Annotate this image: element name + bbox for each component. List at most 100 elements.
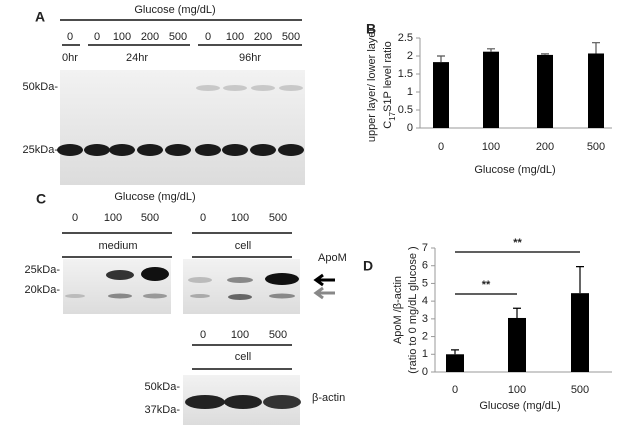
annotation: ** bbox=[513, 237, 522, 249]
band bbox=[84, 144, 110, 156]
bar bbox=[571, 293, 589, 372]
blot-image bbox=[183, 259, 300, 314]
arrow bbox=[313, 286, 335, 300]
lane-label: 100 bbox=[226, 31, 244, 43]
band bbox=[57, 144, 83, 156]
x-tick-label: 500 bbox=[587, 141, 605, 153]
band bbox=[251, 85, 275, 91]
bar bbox=[433, 62, 449, 129]
error-bar bbox=[541, 53, 549, 55]
marker-label: 50kDa- bbox=[145, 381, 181, 393]
blot-bands bbox=[65, 267, 299, 300]
bar bbox=[588, 53, 604, 129]
y-tick-label: 2 bbox=[422, 330, 428, 342]
y-tick-label: 3 bbox=[422, 313, 428, 325]
group-label: cell bbox=[235, 351, 252, 363]
band bbox=[109, 144, 135, 156]
lane-label: 500 bbox=[169, 31, 187, 43]
y-axis-label: ApoM /β-actin bbox=[392, 276, 404, 344]
blot-bands bbox=[57, 85, 304, 156]
y-tick-label: 1 bbox=[422, 348, 428, 360]
panel-label: A bbox=[35, 9, 45, 25]
band bbox=[222, 144, 248, 156]
label-part: C bbox=[382, 121, 394, 129]
error-bar bbox=[437, 55, 445, 63]
lane-label: 500 bbox=[269, 212, 287, 224]
time-label: 96hr bbox=[239, 52, 261, 64]
lane-label: 0 bbox=[94, 31, 100, 43]
target-label: ApoM bbox=[318, 252, 347, 264]
x-axis-label: Glucose (mg/dL) bbox=[474, 164, 555, 176]
band bbox=[278, 144, 304, 156]
lane-label: 200 bbox=[141, 31, 159, 43]
x-tick-label: 100 bbox=[482, 141, 500, 153]
bar bbox=[483, 51, 499, 128]
band bbox=[165, 144, 191, 156]
y-axis-label: upper layer/ lower layer bbox=[366, 28, 378, 143]
x-tick-label: 0 bbox=[452, 384, 458, 396]
y-tick-label: 7 bbox=[422, 242, 428, 254]
panel-label: C bbox=[36, 191, 46, 207]
lane-label: 200 bbox=[254, 31, 272, 43]
band bbox=[279, 85, 303, 91]
marker-label: 20kDa- bbox=[25, 284, 61, 296]
blot-title: Glucose (mg/dL) bbox=[134, 4, 215, 16]
band bbox=[137, 144, 163, 156]
lane-label: 100 bbox=[231, 212, 249, 224]
annotation: ** bbox=[482, 279, 491, 291]
y-tick-label: 4 bbox=[422, 295, 428, 307]
lane-label: 0 bbox=[205, 31, 211, 43]
panel-label: B bbox=[366, 21, 376, 37]
lane-label: 0 bbox=[72, 212, 78, 224]
x-tick-label: 500 bbox=[571, 384, 589, 396]
blot-title: Glucose (mg/dL) bbox=[114, 191, 195, 203]
marker-label: 37kDa- bbox=[145, 404, 181, 416]
blot-bands bbox=[185, 395, 301, 409]
y-tick-label: 0 bbox=[422, 366, 428, 378]
bar bbox=[446, 354, 464, 372]
group-label: medium bbox=[98, 240, 137, 252]
arrow bbox=[313, 273, 335, 287]
lane-labels: 0 100 500 bbox=[200, 329, 287, 341]
lane-label: 0 bbox=[200, 329, 206, 341]
x-axis-label: Glucose (mg/dL) bbox=[479, 400, 560, 412]
y-axis-label: C17S1P level ratio bbox=[382, 41, 397, 129]
group-label: cell bbox=[235, 240, 252, 252]
x-tick-label: 200 bbox=[536, 141, 554, 153]
band bbox=[223, 85, 247, 91]
lane-label: 100 bbox=[113, 31, 131, 43]
label-part: S1P level ratio bbox=[382, 41, 394, 112]
y-tick-label: 1 bbox=[407, 86, 413, 98]
y-tick-label: 5 bbox=[422, 277, 428, 289]
lane-label: 500 bbox=[141, 212, 159, 224]
marker-label: 50kDa- bbox=[23, 81, 59, 93]
bar bbox=[537, 54, 553, 128]
y-tick-label: 0 bbox=[407, 122, 413, 134]
x-tick-label: 0 bbox=[438, 141, 444, 153]
lane-label: 500 bbox=[282, 31, 300, 43]
time-label: 24hr bbox=[126, 52, 148, 64]
marker-label: 25kDa- bbox=[25, 264, 61, 276]
target-label: β-actin bbox=[312, 392, 345, 404]
y-axis-label: (ratio to 0 mg/dL glucose ) bbox=[407, 246, 419, 373]
lane-label: 500 bbox=[269, 329, 287, 341]
error-bar bbox=[487, 48, 495, 52]
y-tick-label: 0.5 bbox=[398, 104, 413, 116]
time-label: 0hr bbox=[62, 52, 78, 64]
label-part: 17 bbox=[388, 111, 397, 120]
lane-label: 100 bbox=[104, 212, 122, 224]
x-tick-label: 100 bbox=[508, 384, 526, 396]
error-bar bbox=[592, 42, 600, 54]
bar bbox=[508, 317, 526, 372]
error-bar bbox=[576, 266, 584, 294]
lane-labels: 0 0 100 200 500 0 100 200 500 bbox=[67, 31, 300, 43]
marker-label: 25kDa- bbox=[23, 144, 59, 156]
lane-label: 100 bbox=[231, 329, 249, 341]
error-bar bbox=[513, 307, 521, 318]
lane-label: 0 bbox=[67, 31, 73, 43]
band bbox=[195, 144, 221, 156]
lane-labels: 0 100 500 0 100 500 bbox=[72, 212, 287, 224]
y-tick-label: 6 bbox=[422, 260, 428, 272]
y-tick-label: 1.5 bbox=[398, 68, 413, 80]
